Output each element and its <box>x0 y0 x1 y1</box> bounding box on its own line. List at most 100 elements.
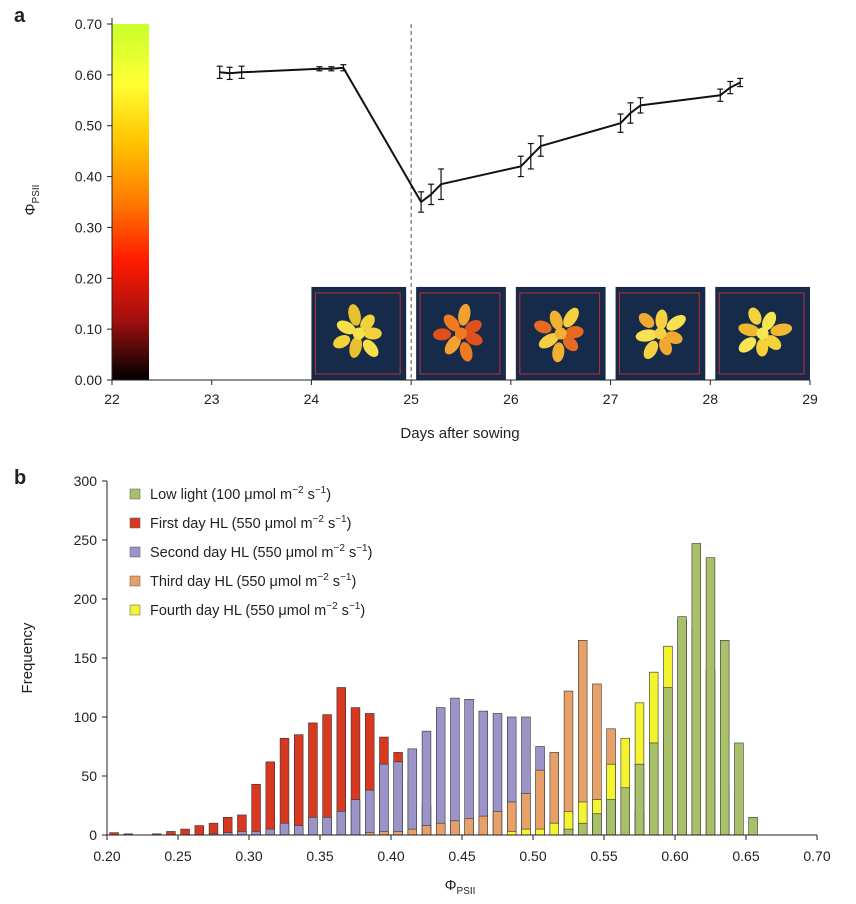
y-axis-label-a: ΦPSII <box>22 185 42 216</box>
bar-low-light <box>577 822 588 836</box>
bar-third-day-hl <box>549 752 560 836</box>
bar-low-light <box>663 687 673 836</box>
rosette-leaf <box>762 311 777 331</box>
rosette-leaf <box>563 307 579 328</box>
bar-first-day-hl <box>166 831 176 836</box>
x-tick-label-b: 0.35 <box>306 848 333 864</box>
y-tick-label-a: 0.60 <box>75 67 102 83</box>
bar-low-light <box>563 828 574 836</box>
legend-swatch <box>129 517 141 529</box>
bar-second-day-hl <box>322 816 332 836</box>
y-tick-label-b: 300 <box>74 473 98 489</box>
bar-third-day-hl <box>450 820 460 836</box>
x-tick-label-a: 23 <box>204 391 220 407</box>
bar-second-day-hl <box>450 697 460 836</box>
axes-a <box>111 18 810 381</box>
bar-third-day-hl <box>421 825 432 836</box>
x-ticks-b: 0.20 0.25 0.30 0.35 0.40 0.45 0.50 0.55 0.60 0.65… <box>93 835 831 864</box>
x-tick-label-a: 26 <box>503 391 519 407</box>
rosette-leaf <box>748 307 762 325</box>
x-tick-label-b: 0.65 <box>732 848 759 864</box>
x-tick-label-b: 0.30 <box>235 848 262 864</box>
y-tick-label-a: 0.40 <box>75 169 102 185</box>
thumbnail-frame <box>519 292 601 375</box>
x-tick-label-b: 0.70 <box>803 848 830 864</box>
legend-swatch <box>129 546 141 558</box>
y-tick-label-b: 200 <box>74 591 98 607</box>
bar-second-day-hl <box>393 761 403 836</box>
bar-second-day-hl <box>421 730 432 836</box>
bar-second-day-hl <box>293 825 304 836</box>
x-tick-label-a: 22 <box>104 391 120 407</box>
line-series <box>216 64 744 213</box>
rosette-leaf <box>552 342 565 363</box>
x-tick-label-b: 0.45 <box>448 848 475 864</box>
rosette-leaf <box>464 319 482 334</box>
y-tick-label-a: 0.50 <box>75 118 102 134</box>
rosette-leaf <box>459 341 473 362</box>
thumbnail-frame <box>718 292 805 375</box>
y-tick-label-b: 50 <box>81 768 97 784</box>
bar-second-day-hl <box>237 831 247 836</box>
rosette-leaf <box>643 340 659 360</box>
bar-second-day-hl <box>435 707 446 836</box>
y-tick-label-a: 0.70 <box>75 16 102 32</box>
series-line <box>219 66 741 203</box>
rosette-leaf <box>655 309 668 330</box>
bar-low-light <box>719 639 730 836</box>
rosette-leaf <box>665 331 683 344</box>
rosette-leaf <box>362 339 379 357</box>
y-ticks-b: 0 50 100 150 200 250 300 <box>74 473 107 843</box>
x-tick-label-b: 0.50 <box>519 848 546 864</box>
bar-second-day-hl <box>464 698 474 836</box>
rosette-leaf <box>444 335 461 355</box>
y-tick-label-b: 250 <box>74 532 98 548</box>
bar-low-light <box>634 763 645 836</box>
bar-first-day-hl <box>265 761 276 836</box>
x-tick-label-a: 25 <box>403 391 419 407</box>
rosette-center <box>756 327 769 340</box>
x-ticks-a: 22 23 24 25 26 27 28 29 <box>104 380 818 407</box>
rosette-leaf <box>738 337 757 353</box>
rosette-image-strip <box>311 286 810 380</box>
rosette-leaf <box>443 314 460 332</box>
bar-third-day-hl <box>464 818 474 836</box>
rosette-leaf <box>549 310 563 330</box>
rosette-leaf <box>659 337 672 356</box>
bar-second-day-hl <box>350 799 361 836</box>
legend-label: First day HL (550 μmol m−2 s−1) <box>150 514 351 532</box>
bar-second-day-hl <box>336 811 347 836</box>
bar-low-light <box>648 742 659 836</box>
rosette-leaf <box>638 312 655 329</box>
legend-swatch <box>129 604 141 616</box>
y-tick-label-b: 100 <box>74 709 98 725</box>
y-tick-label-a: 0.30 <box>75 219 102 235</box>
rosette-leaf <box>534 320 552 334</box>
x-axis-label-b: ΦPSII <box>445 877 476 897</box>
legend-label: Low light (100 μmol m−2 s−1) <box>150 485 331 503</box>
y-tick-label-a: 0.10 <box>75 321 102 337</box>
y-tick-label-a: 0.00 <box>75 372 102 388</box>
bar-low-light <box>691 543 702 836</box>
bar-fourth-day-hl <box>535 828 545 836</box>
bar-first-day-hl <box>180 828 190 836</box>
x-tick-label-b: 0.40 <box>377 848 404 864</box>
rosette-leaf <box>333 335 351 349</box>
x-tick-label-a: 27 <box>603 391 619 407</box>
histogram-bars <box>109 543 758 836</box>
x-tick-label-b: 0.25 <box>164 848 191 864</box>
bar-third-day-hl <box>535 769 545 836</box>
y-tick-label-a: 0.20 <box>75 270 102 286</box>
y-tick-label-b: 150 <box>74 650 98 666</box>
rosette-leaf <box>562 335 579 352</box>
bar-third-day-hl <box>407 828 418 836</box>
rosette-leaf <box>348 304 361 326</box>
bar-third-day-hl <box>478 815 489 836</box>
legend-swatch <box>129 575 141 587</box>
rosette-leaf <box>738 323 760 337</box>
x-axis-label-a: Days after sowing <box>400 425 519 442</box>
bar-second-day-hl <box>407 748 418 836</box>
thumbnail-frame <box>314 292 401 375</box>
rosette-center <box>455 327 467 340</box>
